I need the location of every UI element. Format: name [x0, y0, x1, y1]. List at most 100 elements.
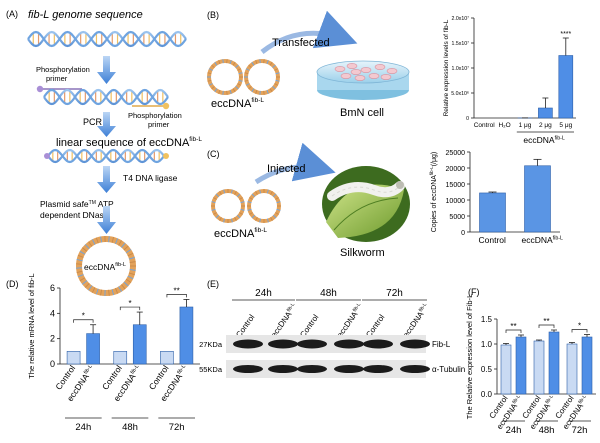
- circle-c-label: eccDNAfib-L: [214, 227, 267, 240]
- ring-rung: [208, 83, 213, 86]
- ring-rung: [276, 201, 281, 204]
- x-tick-label: 2 μg: [539, 122, 552, 129]
- time-label: 48h: [320, 288, 337, 299]
- x-tick-label-sup: fib-L: [511, 394, 522, 406]
- arrow-injected-label: Injected: [267, 163, 306, 175]
- ring-outer: [207, 59, 243, 95]
- circle-c-sup: fib-L: [254, 227, 267, 234]
- helix-strand: [43, 88, 169, 106]
- ring-rung: [270, 217, 273, 221]
- bar: [581, 336, 593, 395]
- dna-helix-genome: [27, 30, 187, 48]
- ring-rung: [207, 72, 212, 75]
- bar: [479, 192, 506, 233]
- dna-helix-linear: [47, 148, 165, 164]
- x-tick-label-sup: fib-L: [577, 394, 588, 406]
- ring-rung: [275, 79, 280, 82]
- ring-rung: [79, 277, 86, 282]
- ring-rung: [255, 191, 258, 195]
- ring-rung: [244, 79, 249, 82]
- ring-rung: [251, 88, 255, 93]
- host-label: Silkworm: [340, 247, 385, 259]
- step-dnase-text-2: ATP: [96, 199, 114, 209]
- bar: [538, 107, 553, 119]
- ring-rung: [238, 72, 243, 75]
- significance-label: ****: [560, 31, 571, 38]
- y-tick-label: 5000: [449, 214, 465, 221]
- ring-rung: [91, 287, 96, 293]
- chart-b: 0 5.0x10⁶ 1.0x10⁷ 1.5x10⁷ 2.0x10⁷ Control H₂O 1…: [443, 16, 576, 145]
- panel-a: (A) fib-L genome sequence Phosphorylatio…: [6, 9, 202, 296]
- ring-rung: [230, 218, 233, 223]
- x-tick-label: 5 μg: [559, 122, 572, 129]
- ring-rung: [235, 64, 239, 69]
- y-tick-label: 0: [461, 230, 465, 237]
- ring-rung: [259, 189, 262, 194]
- x-tick-label-sup: fib-L: [130, 364, 141, 376]
- ring-rung: [274, 83, 279, 86]
- panel-c: (C) eccDNAfib-L Injected Silkworm: [207, 142, 410, 259]
- group-label: 72h: [169, 422, 185, 433]
- panel-e-letter: (E): [207, 279, 219, 289]
- x-tick-label: eccDNAfib-L: [522, 235, 564, 245]
- blot-band: [363, 365, 393, 373]
- y-tick-label: 15000: [446, 182, 466, 189]
- blot-band: [400, 365, 430, 373]
- significance-bracket: [538, 324, 555, 328]
- arrow-transfected-label: Transfected: [272, 37, 330, 49]
- bar: [86, 333, 100, 365]
- ring-rung: [127, 275, 134, 280]
- ring-rung: [248, 64, 252, 69]
- group-label: 48h: [539, 425, 555, 436]
- ring-rung: [114, 238, 119, 245]
- y-tick-label: 1.0x10⁷: [452, 66, 470, 72]
- ring-rung: [214, 61, 218, 66]
- y-tick-label: 4: [50, 308, 55, 318]
- cell-dot: [360, 67, 372, 73]
- circle-a-label: eccDNAfib-L: [84, 262, 126, 272]
- significance-bracket: [571, 329, 588, 333]
- step-pcr-label: PCR: [83, 117, 103, 127]
- silkworm-photo: [322, 166, 410, 242]
- significance-label: *: [578, 322, 581, 331]
- step-dnase-tm: TM: [89, 200, 96, 206]
- ring-rung: [88, 285, 93, 291]
- blot-band: [297, 365, 327, 373]
- ring-rung: [128, 272, 135, 276]
- y-axis-title-sup: fib-L: [429, 166, 434, 175]
- bar: [548, 331, 560, 395]
- y-tick-label: 1.5x10⁷: [452, 41, 470, 47]
- primer-bottom-dot: [162, 102, 170, 110]
- ring-rung: [244, 72, 249, 75]
- ring-rung: [211, 64, 215, 69]
- helix-strand: [27, 30, 187, 48]
- ring-rung: [251, 61, 255, 66]
- chart-d: 0246ControleccDNAfib-L*24hControleccDNAf…: [27, 273, 200, 433]
- y-tick-label: 2: [50, 334, 55, 344]
- ring-rung: [272, 64, 276, 69]
- ring-rung: [276, 208, 281, 211]
- y-tick-label: 0.5: [481, 365, 493, 374]
- y-tick-label: 0.0: [481, 390, 493, 399]
- panel-a-title: fib-L genome sequence: [28, 9, 143, 21]
- ring-rung: [127, 252, 134, 257]
- significance-label: *: [82, 312, 85, 321]
- ring-rung: [84, 282, 90, 288]
- ring-rung: [251, 193, 256, 198]
- blot-band: [233, 365, 263, 373]
- ring-rung: [215, 193, 220, 198]
- step-ligase-label: T4 DNA ligase: [123, 173, 178, 183]
- circle-a-text: eccDNA: [84, 262, 116, 272]
- cell-dot: [368, 73, 380, 79]
- ring-rung: [84, 244, 90, 250]
- band-size-label: 55KDa: [199, 365, 223, 374]
- panel-a-letter: (A): [6, 9, 18, 19]
- ring-rung: [266, 189, 269, 194]
- cell-dot: [380, 74, 392, 80]
- ring-rung: [100, 289, 103, 296]
- bar: [566, 343, 578, 395]
- band-protein-label: α-Tubulin: [432, 365, 465, 374]
- ring-rung: [118, 286, 123, 292]
